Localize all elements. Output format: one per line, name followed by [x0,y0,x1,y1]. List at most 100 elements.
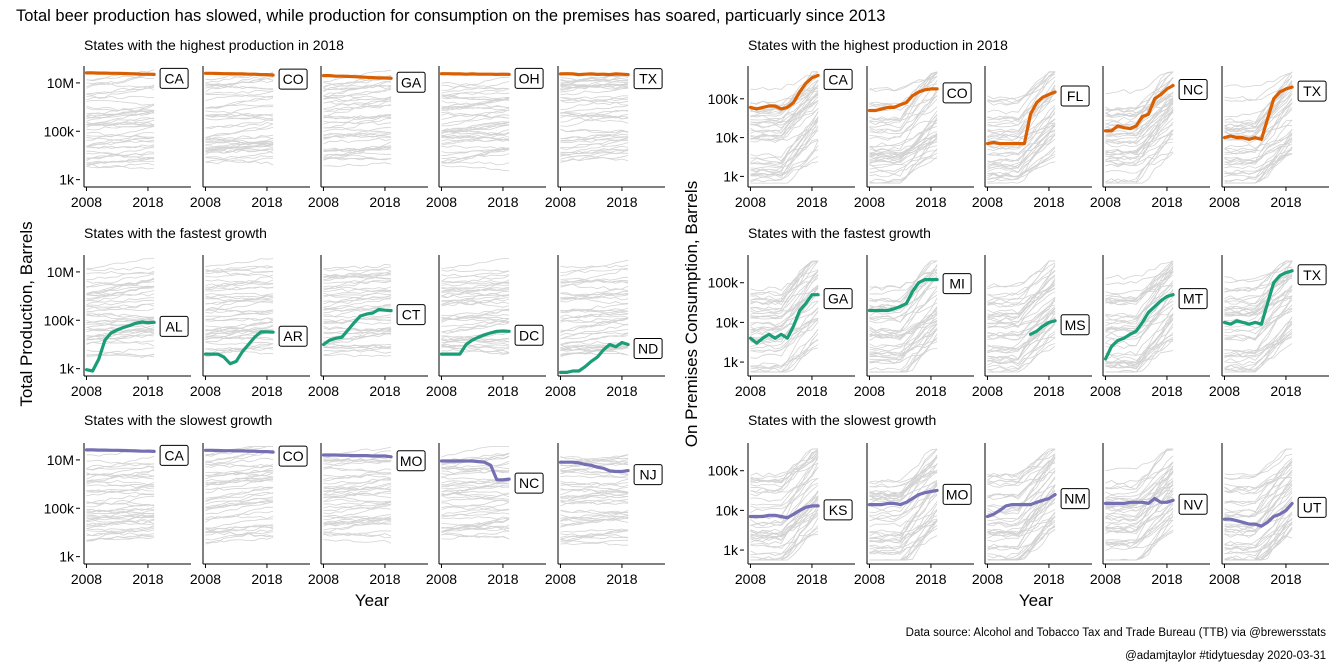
state-label: CO [283,448,304,464]
state-label-box [823,288,853,310]
facet-ar: 2008 2018 AR [190,255,310,399]
y-tick-label: 1k [59,172,75,188]
state-label-box [396,71,426,93]
state-label-box [278,325,308,347]
x-tick-label: 2008 [190,571,221,587]
x-tick-label: 2018 [132,194,163,210]
state-label: AL [166,318,183,334]
x-tick-label: 2008 [545,383,576,399]
series-line-nj [558,460,630,474]
y-tick-label: 100k [708,463,739,479]
facet-mo: 2008 2018 MO [854,443,974,587]
facet-row-title: States with the highest production in 20… [748,37,1008,53]
state-label-box [396,304,426,326]
x-tick-label: 2018 [1033,571,1064,587]
facet-mt: 2008 2018 MT [1090,255,1210,399]
y-tick-label: 1k [59,549,75,565]
series-line-ca [84,448,156,453]
state-label: UT [1303,499,1322,515]
series-line-co [867,87,939,113]
state-label: CO [947,85,968,101]
facet-oh: 2008 2018 OH [426,66,546,210]
state-label: CO [283,71,304,87]
x-tick-label: 2008 [854,194,885,210]
series-line-ct [321,307,393,347]
state-label-box [1178,79,1208,101]
state-label: NV [1183,496,1203,512]
state-label: OH [519,70,540,86]
state-label-box [514,67,544,89]
background-state-lines [750,71,819,184]
x-tick-label: 2008 [71,194,102,210]
x-tick-label: 2018 [1033,383,1064,399]
series-line-nv [1103,496,1175,505]
state-label: MT [1183,291,1204,307]
background-state-lines [441,258,510,355]
x-tick-label: 2018 [369,571,400,587]
background-state-lines [560,454,629,546]
x-tick-label: 2008 [1090,571,1121,587]
x-tick-label: 2008 [545,194,576,210]
series-line-nm [985,493,1057,519]
background-state-lines [205,71,274,166]
x-tick-label: 2018 [796,383,827,399]
state-label: NJ [640,467,657,483]
series-line-nc [1103,83,1175,133]
background-state-lines [869,71,938,184]
facet-nc: 2008 2018 NC [1090,66,1210,210]
state-label-box [159,315,189,337]
background-state-lines [869,260,938,373]
y-tick-label: 10M [47,452,74,468]
series-line-ms [1028,319,1057,336]
facet-mi: 2008 2018 MI [854,255,974,399]
x-tick-label: 2008 [545,571,576,587]
facet-ca: 2008 2018 CA [71,66,191,210]
series-line-mt [1103,293,1175,361]
background-state-lines [205,258,274,358]
x-tick-label: 2008 [735,383,766,399]
right-x-axis-title: Year [1019,591,1054,610]
x-tick-label: 2008 [71,571,102,587]
background-state-lines [987,260,1056,373]
series-line-tx [1222,85,1294,141]
facet-mo: 2008 2018 MO [308,443,428,587]
y-tick-label: 100k [44,123,75,139]
background-state-lines [987,448,1056,561]
y-tick-label: 1k [723,542,739,558]
state-label-box [942,483,972,505]
state-label-box [159,444,189,466]
y-tick-label: 10k [715,314,739,330]
x-tick-label: 2018 [251,571,282,587]
x-tick-label: 2018 [915,383,946,399]
x-tick-label: 2008 [308,383,339,399]
facet-co: 2008 2018 CO [190,66,310,210]
series-line-tx [558,72,630,77]
state-label-box [1060,85,1090,107]
y-tick-label: 10k [715,130,739,146]
background-state-lines [869,448,938,561]
series-line-mo [867,488,939,507]
facet-tx: 2008 2018 TX [545,66,665,210]
background-state-lines [560,73,629,163]
background-state-lines [441,446,510,540]
facet-fl: 2008 2018 FL [972,66,1092,210]
state-label-box [1297,496,1327,518]
y-tick-label: 10k [715,502,739,518]
state-label: GA [828,291,849,307]
state-label-box [514,324,544,346]
x-tick-label: 2008 [426,194,457,210]
state-label-box [1060,488,1090,510]
facet-nm: 2008 2018 NM [972,443,1092,587]
background-state-lines [441,76,510,172]
background-state-lines [1224,71,1293,184]
facet-ga: 2008 2018 GA [308,66,428,210]
background-state-lines [750,260,819,373]
y-tick-label: 10M [47,75,74,91]
state-label: MO [946,486,969,502]
x-tick-label: 2018 [1151,383,1182,399]
x-tick-label: 2008 [735,194,766,210]
x-tick-label: 2018 [915,571,946,587]
state-label: MI [949,276,965,292]
series-line-nd [558,340,630,374]
series-line-ga [748,293,820,345]
